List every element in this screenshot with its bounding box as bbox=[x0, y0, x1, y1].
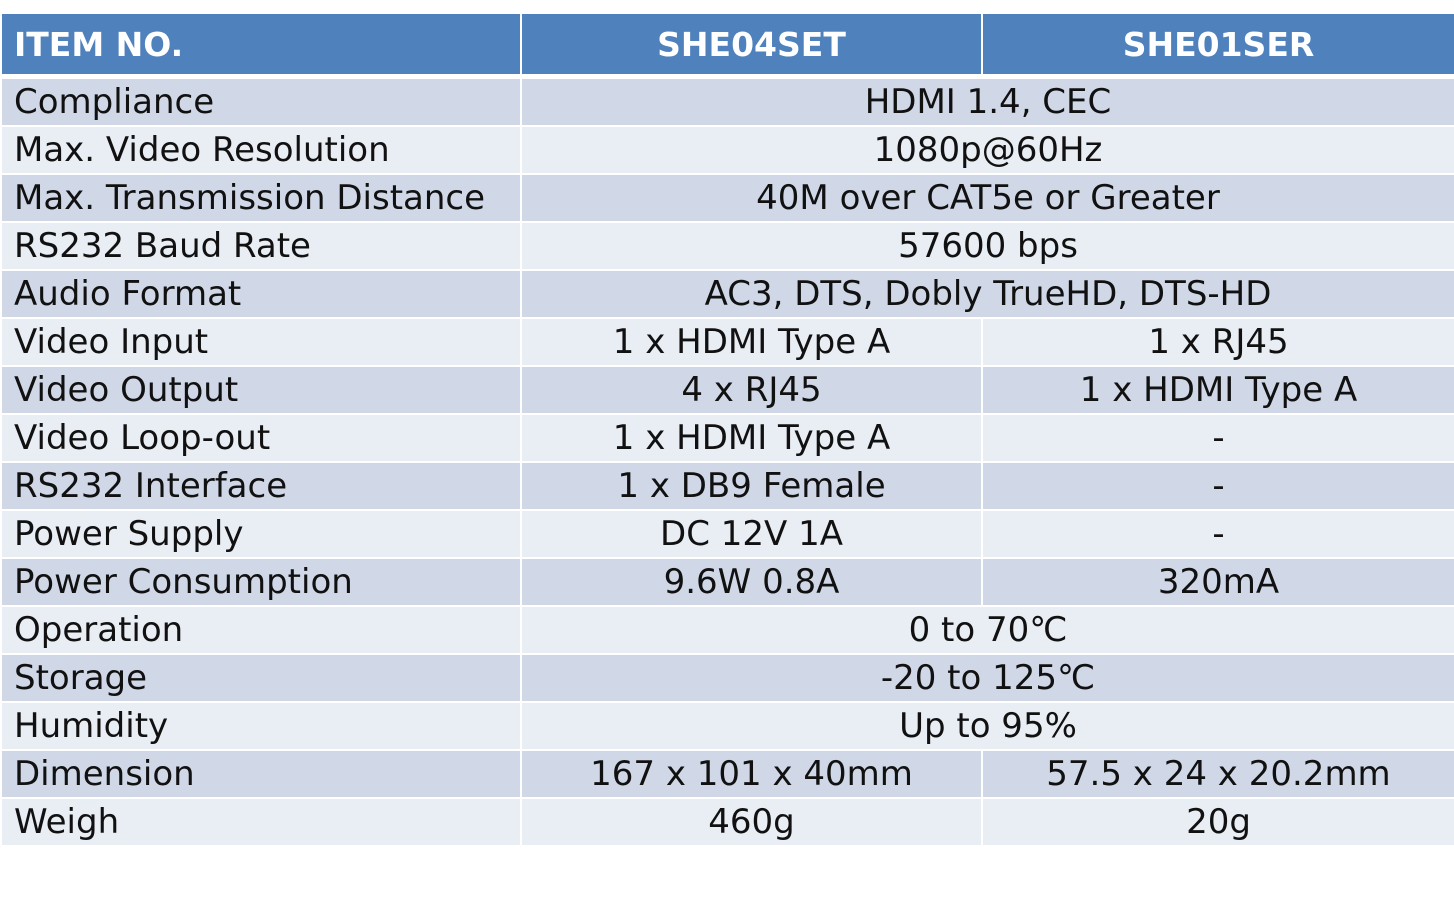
row-label: Video Output bbox=[0, 365, 522, 415]
table-row: Power Supply DC 12V 1A - bbox=[0, 509, 1454, 559]
shared-value-cell: HDMI 1.4, CEC bbox=[520, 75, 1454, 127]
table-row: Audio Format AC3, DTS, Dobly TrueHD, DTS-… bbox=[0, 269, 1454, 319]
row-label: Operation bbox=[0, 605, 522, 655]
row-label: Audio Format bbox=[0, 269, 522, 319]
table-row: Max. Video Resolution 1080p@60Hz bbox=[0, 125, 1454, 175]
model-a-value-cell: 460g bbox=[520, 797, 983, 847]
row-label: Power Supply bbox=[0, 509, 522, 559]
model-a-value-cell: DC 12V 1A bbox=[520, 509, 983, 559]
row-label: RS232 Interface bbox=[0, 461, 522, 511]
item-no-header: ITEM NO. bbox=[0, 12, 522, 79]
row-label: Video Input bbox=[0, 317, 522, 367]
model-b-value-cell: - bbox=[981, 509, 1454, 559]
model-a-value-cell: 1 x HDMI Type A bbox=[520, 317, 983, 367]
table-row: Weigh 460g 20g bbox=[0, 797, 1454, 847]
row-label: RS232 Baud Rate bbox=[0, 221, 522, 271]
row-label: Weigh bbox=[0, 797, 522, 847]
header-row: ITEM NO. SHE04SET SHE01SER bbox=[0, 12, 1454, 79]
row-label: Humidity bbox=[0, 701, 522, 751]
row-label: Video Loop-out bbox=[0, 413, 522, 463]
model-b-header: SHE01SER bbox=[981, 12, 1454, 79]
model-b-value-cell: 57.5 x 24 x 20.2mm bbox=[981, 749, 1454, 799]
shared-value-cell: Up to 95% bbox=[520, 701, 1454, 751]
model-b-value-cell: 1 x RJ45 bbox=[981, 317, 1454, 367]
table-row: Compliance HDMI 1.4, CEC bbox=[0, 75, 1454, 127]
row-label: Storage bbox=[0, 653, 522, 703]
shared-value-cell: 1080p@60Hz bbox=[520, 125, 1454, 175]
shared-value-cell: 0 to 70℃ bbox=[520, 605, 1454, 655]
shared-value-cell: 40M over CAT5e or Greater bbox=[520, 173, 1454, 223]
spec-table: ITEM NO. SHE04SET SHE01SER Compliance HDM… bbox=[0, 12, 1454, 847]
table-row: Video Loop-out 1 x HDMI Type A- bbox=[0, 413, 1454, 463]
table-row: Humidity Up to 95% bbox=[0, 701, 1454, 751]
row-label: Max. Video Resolution bbox=[0, 125, 522, 175]
table-row: RS232 Baud Rate 57600 bps bbox=[0, 221, 1454, 271]
model-b-value-cell: - bbox=[981, 461, 1454, 511]
row-label: Power Consumption bbox=[0, 557, 522, 607]
table-row: Video Output 4 x RJ45 1 x HDMI Type A bbox=[0, 365, 1454, 415]
row-label: Max. Transmission Distance bbox=[0, 173, 522, 223]
table-row: Max. Transmission Distance 40M over CAT5e… bbox=[0, 173, 1454, 223]
shared-value-cell: AC3, DTS, Dobly TrueHD, DTS-HD bbox=[520, 269, 1454, 319]
model-a-value-cell: 9.6W 0.8A bbox=[520, 557, 983, 607]
row-label: Dimension bbox=[0, 749, 522, 799]
table-row: Storage -20 to 125℃ bbox=[0, 653, 1454, 703]
table-row: Operation 0 to 70℃ bbox=[0, 605, 1454, 655]
spec-table-body: Compliance HDMI 1.4, CEC Max. Video Resolu… bbox=[0, 75, 1454, 847]
model-b-value-cell: 320mA bbox=[981, 557, 1454, 607]
model-b-value-cell: - bbox=[981, 413, 1454, 463]
model-a-value-cell: 167 x 101 x 40mm bbox=[520, 749, 983, 799]
shared-value-cell: -20 to 125℃ bbox=[520, 653, 1454, 703]
model-b-value-cell: 1 x HDMI Type A bbox=[981, 365, 1454, 415]
model-a-header: SHE04SET bbox=[520, 12, 983, 79]
model-b-value-cell: 20g bbox=[981, 797, 1454, 847]
model-a-value-cell: 4 x RJ45 bbox=[520, 365, 983, 415]
table-row: RS232 Interface 1 x DB9 Female - bbox=[0, 461, 1454, 511]
row-label: Compliance bbox=[0, 75, 522, 127]
model-a-value-cell: 1 x DB9 Female bbox=[520, 461, 983, 511]
table-row: Power Consumption 9.6W 0.8A 320mA bbox=[0, 557, 1454, 607]
table-row: Dimension 167 x 101 x 40mm 57.5 x 24 x 20.… bbox=[0, 749, 1454, 799]
shared-value-cell: 57600 bps bbox=[520, 221, 1454, 271]
model-a-value-cell: 1 x HDMI Type A bbox=[520, 413, 983, 463]
